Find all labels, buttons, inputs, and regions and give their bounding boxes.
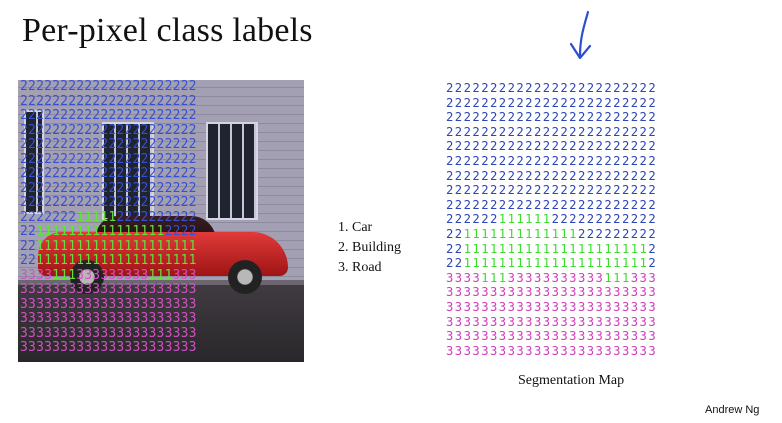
photo-label-row: 2211111111111111111111 [20,238,197,254]
photo-label-row: 2222222222222222222222 [20,151,197,167]
photo-label-row: 3333333333333333333333 [20,325,197,341]
photo-label-row: 2211111111111111112222 [20,224,197,239]
author-credit: Andrew Ng [705,404,760,416]
segmentation-map-row: 333333333333333333333333 [446,314,658,329]
photo-label-row: 2222222222222222222222 [20,79,197,94]
down-arrow-icon [569,10,592,60]
legend-item-building: 2. Building [338,240,402,255]
photo-label-row: 2222222222222222222222 [20,180,197,196]
photo-label-row: 2222222111112222222222 [20,209,197,225]
photo-label-row: 2222222222222222222222 [20,137,197,152]
photo-label-row: 2211111111111111111111 [20,253,197,268]
segmentation-map-row: 221111111111111111111112 [446,256,658,271]
photo-label-row: 2222222222222222222222 [20,122,197,138]
photo-label-row: 3333333333333333333333 [20,340,197,355]
street-photo [18,80,304,362]
segmentation-map-row: 221111111111111111111112 [446,241,658,256]
segmentation-map-row: 333333333333333333333333 [446,299,658,314]
segmentation-map-row: 222222222222222222222222 [446,139,658,154]
segmentation-map-row: 222222222222222222222222 [446,110,658,125]
segmentation-map-row: 222222222222222222222222 [446,95,658,110]
photo-label-row: 2222222222222222222222 [20,195,197,210]
photo-label-row: 2222222222222222222222 [20,93,197,109]
segmentation-map-row: 222222222222222222222222 [446,183,658,198]
segmentation-map-row: 222222222222222222222222 [446,124,658,139]
legend-item-road: 3. Road [338,260,382,275]
segmentation-map-row: 333333333333333333333333 [446,343,658,358]
segmentation-map-row: 333333333333333333333333 [446,285,658,300]
segmentation-map-row: 222222222222222222222222 [446,153,658,168]
segmentation-map-row: 222222222222222222222222 [446,81,658,95]
photo-label-row: 3333333333333333333333 [20,282,197,297]
photo-label-row: 3333111333333333111333 [20,267,197,283]
photo-label-row: 3333333333333333333333 [20,296,197,312]
segmentation-map-row: 222222111111222222222222 [446,212,658,227]
photo-label-overlay: 2222222222222222222222 222222222222222222… [20,79,304,362]
legend-item-car: 1. Car [338,220,373,235]
class-legend: 1. Car 2. Building 3. Road [338,218,401,278]
photo-label-row: 2222222222222222222222 [20,108,197,123]
segmentation-map-caption: Segmentation Map [518,373,625,388]
segmentation-map: 222222222222222222222222 2222222222222222… [446,81,657,358]
segmentation-map-row: 333333333333333333333333 [446,329,658,344]
segmentation-map-row: 333311133333333333111333 [446,270,658,285]
slide-title: Per-pixel class labels [22,12,313,49]
segmentation-map-row: 222222222222222222222222 [446,197,658,212]
photo-label-row: 3333333333333333333333 [20,311,197,326]
segmentation-map-row: 221111111111111222222222 [446,226,658,241]
segmentation-map-row: 222222222222222222222222 [446,168,658,183]
photo-label-row: 2222222222222222222222 [20,166,197,181]
